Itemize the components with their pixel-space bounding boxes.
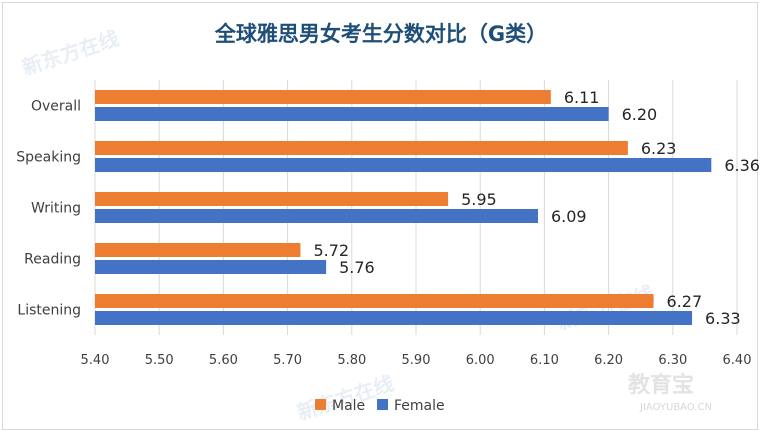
data-label-male: 6.23 (641, 139, 677, 158)
data-label-male: 5.95 (461, 190, 497, 209)
watermark-domain: JIAOYUBAO.CN (639, 402, 712, 413)
data-label-female: 5.76 (339, 258, 375, 277)
legend: Male Female (315, 398, 445, 414)
bar-male (95, 141, 628, 155)
category-label: Writing (31, 201, 81, 217)
category-label: Speaking (16, 150, 81, 166)
bar-male (95, 294, 654, 308)
bar-male (95, 243, 301, 257)
bar-male (95, 90, 551, 104)
gridlines (94, 80, 738, 335)
x-tick-labels: 5.40 5.50 5.60 5.70 5.80 5.90 6.00 6.10 6.20 6.30… (81, 353, 752, 368)
data-labels: 6.11 6.20 6.23 6.36 5.95 6.09 5.725.76 6.276.33 (313, 88, 760, 328)
category-label: Reading (24, 252, 81, 268)
bars (95, 90, 712, 325)
x-tick-label: 5.90 (402, 353, 431, 368)
data-label-female: 6.33 (705, 309, 741, 328)
x-tick-label: 6.20 (594, 353, 623, 368)
x-tick-label: 6.10 (530, 353, 559, 368)
legend-label-male: Male (332, 398, 365, 414)
x-tick-label: 5.80 (337, 353, 366, 368)
bar-male (95, 192, 449, 206)
bar-female (95, 209, 538, 223)
x-tick-label: 5.60 (209, 353, 238, 368)
legend-label-female: Female (394, 398, 445, 414)
x-tick-label: 5.70 (273, 353, 302, 368)
x-tick-label: 6.40 (723, 353, 752, 368)
data-label-female: 6.09 (551, 207, 587, 226)
category-label: Listening (17, 303, 81, 319)
x-tick-label: 5.40 (81, 353, 110, 368)
watermark-brand: 教育宝 (628, 372, 694, 398)
bar-female (95, 107, 609, 121)
x-tick-label: 6.30 (658, 353, 687, 368)
chart-title: 全球雅思男女考生分数对比（G类） (214, 22, 548, 46)
data-label-male: 6.27 (667, 292, 703, 311)
data-label-female: 6.20 (622, 105, 658, 124)
data-label-male: 6.11 (564, 88, 600, 107)
legend-swatch-male (315, 399, 326, 410)
data-label-female: 6.36 (724, 156, 760, 175)
bar-female (95, 311, 693, 325)
x-tick-label: 5.50 (145, 353, 174, 368)
bar-female (95, 158, 712, 172)
legend-swatch-female (377, 399, 388, 410)
watermark-left: 新东方在线 (19, 26, 122, 80)
bar-female (95, 260, 327, 274)
category-labels: Overall Speaking Writing Reading Listening (16, 99, 81, 319)
data-label-male: 5.72 (313, 241, 349, 260)
x-tick-label: 6.00 (466, 353, 495, 368)
category-label: Overall (31, 99, 81, 115)
